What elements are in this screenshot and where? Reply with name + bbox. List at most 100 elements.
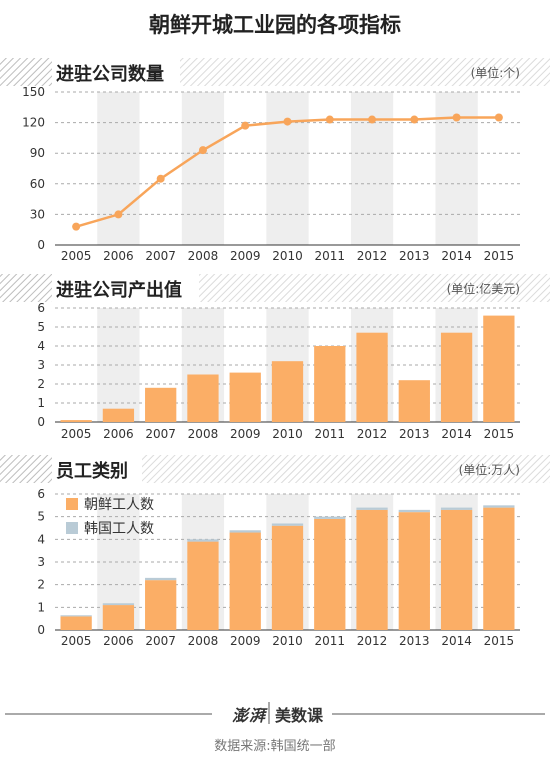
x-tick-label: 2006 bbox=[103, 249, 134, 263]
bar bbox=[187, 374, 219, 422]
y-tick-label: 0 bbox=[37, 623, 45, 637]
title-backdrop bbox=[52, 455, 142, 483]
y-tick-label: 3 bbox=[37, 555, 45, 569]
x-tick-label: 2011 bbox=[314, 634, 345, 648]
y-tick-label: 2 bbox=[37, 377, 45, 391]
y-tick-label: 1 bbox=[37, 600, 45, 614]
bar-segment-north bbox=[60, 616, 92, 630]
x-tick-label: 2011 bbox=[314, 427, 345, 441]
data-point bbox=[452, 113, 461, 122]
x-tick-label: 2010 bbox=[272, 249, 303, 263]
bar-segment-south bbox=[145, 577, 177, 581]
x-tick-label: 2010 bbox=[272, 634, 303, 648]
bar-segment-south bbox=[229, 530, 261, 533]
bar-segment-north bbox=[102, 605, 135, 630]
legend-label: 朝鲜工人数 bbox=[84, 497, 154, 513]
y-tick-label: 2 bbox=[37, 578, 45, 592]
unit-label: (单位:亿美元) bbox=[447, 281, 520, 296]
x-tick-label: 2005 bbox=[61, 427, 92, 441]
title-backdrop bbox=[52, 274, 199, 302]
bar bbox=[440, 332, 473, 422]
data-point bbox=[114, 210, 123, 219]
y-tick-label: 0 bbox=[37, 238, 45, 252]
bar-segment-south bbox=[440, 507, 473, 510]
chart-panel-3: 员工类别 (单位:万人) 0 1 2 3 4 5 6 2005 2006 2007 2008 2009 20… bbox=[0, 455, 550, 648]
y-tick-label: 5 bbox=[37, 510, 45, 524]
bar-segment-south bbox=[187, 539, 219, 542]
source-note: 数据来源:韩国统一部 bbox=[214, 739, 335, 754]
bar-segment-north bbox=[398, 512, 430, 630]
unit-label: (单位:个) bbox=[471, 65, 520, 80]
bar-segment-south bbox=[60, 615, 92, 617]
x-tick-label: 2006 bbox=[103, 427, 134, 441]
legend-swatch bbox=[66, 498, 78, 510]
brand-logo: 澎湃 美数课 bbox=[232, 702, 324, 725]
bar-segment-south bbox=[356, 507, 388, 510]
bar bbox=[483, 315, 515, 422]
y-tick-label: 0 bbox=[37, 415, 45, 429]
x-tick-label: 2010 bbox=[272, 427, 303, 441]
data-point bbox=[368, 115, 377, 124]
bar-segment-south bbox=[398, 509, 430, 513]
data-point bbox=[198, 146, 207, 155]
data-point bbox=[325, 115, 334, 124]
bar-segment-north bbox=[187, 541, 219, 630]
x-tick-label: 2013 bbox=[399, 634, 430, 648]
chart-title: 员工类别 bbox=[56, 460, 128, 482]
x-tick-label: 2005 bbox=[61, 249, 92, 263]
legend-swatch bbox=[66, 522, 78, 534]
bar-segment-north bbox=[271, 525, 304, 630]
data-point bbox=[283, 117, 292, 126]
bar bbox=[314, 346, 346, 422]
bar bbox=[271, 361, 304, 422]
bar bbox=[102, 408, 135, 422]
x-tick-label: 2012 bbox=[357, 427, 388, 441]
bar-segment-south bbox=[314, 516, 346, 519]
x-tick-label: 2013 bbox=[399, 249, 430, 263]
column-band bbox=[97, 92, 140, 245]
bar-segment-north bbox=[356, 509, 388, 630]
bar-segment-north bbox=[229, 532, 261, 630]
x-tick-label: 2005 bbox=[61, 634, 92, 648]
bar bbox=[356, 332, 388, 422]
x-tick-label: 2009 bbox=[230, 249, 261, 263]
y-tick-label: 90 bbox=[30, 146, 45, 160]
x-tick-label: 2012 bbox=[357, 249, 388, 263]
y-tick-label: 6 bbox=[37, 301, 45, 315]
x-tick-label: 2015 bbox=[484, 249, 515, 263]
brand-logo-name: 美数课 bbox=[275, 706, 324, 725]
y-tick-label: 1 bbox=[37, 396, 45, 410]
y-tick-label: 4 bbox=[37, 339, 45, 353]
bar bbox=[229, 372, 261, 422]
chart-title: 进驻公司产出值 bbox=[56, 279, 182, 301]
x-tick-label: 2015 bbox=[484, 634, 515, 648]
x-tick-label: 2014 bbox=[441, 427, 472, 441]
bar-segment-south bbox=[483, 505, 515, 508]
x-tick-label: 2009 bbox=[230, 634, 261, 648]
chart-panel-1: 进驻公司数量 (单位:个) 0 30 60 90 120 150 2005 2006 2007 200… bbox=[0, 58, 550, 263]
y-tick-label: 6 bbox=[37, 487, 45, 501]
y-tick-label: 150 bbox=[22, 85, 45, 99]
x-tick-label: 2006 bbox=[103, 634, 134, 648]
title-hatch-block bbox=[0, 58, 52, 86]
brand-logo-mark: 澎湃 bbox=[232, 706, 268, 725]
column-band bbox=[181, 92, 225, 245]
data-point bbox=[72, 222, 81, 231]
data-point bbox=[156, 174, 165, 183]
x-tick-label: 2015 bbox=[484, 427, 515, 441]
data-point bbox=[241, 121, 250, 130]
title-backdrop bbox=[52, 58, 180, 86]
x-tick-label: 2009 bbox=[230, 427, 261, 441]
bar bbox=[145, 387, 177, 422]
chart-title: 进驻公司数量 bbox=[56, 63, 164, 85]
y-tick-label: 120 bbox=[22, 116, 45, 130]
y-tick-label: 4 bbox=[37, 532, 45, 546]
bar bbox=[398, 380, 430, 422]
x-tick-label: 2011 bbox=[314, 249, 345, 263]
infographic-title: 朝鲜开城工业园的各项指标 bbox=[149, 13, 401, 37]
x-tick-label: 2008 bbox=[188, 427, 219, 441]
unit-label: (单位:万人) bbox=[459, 462, 520, 477]
column-band bbox=[350, 92, 394, 245]
